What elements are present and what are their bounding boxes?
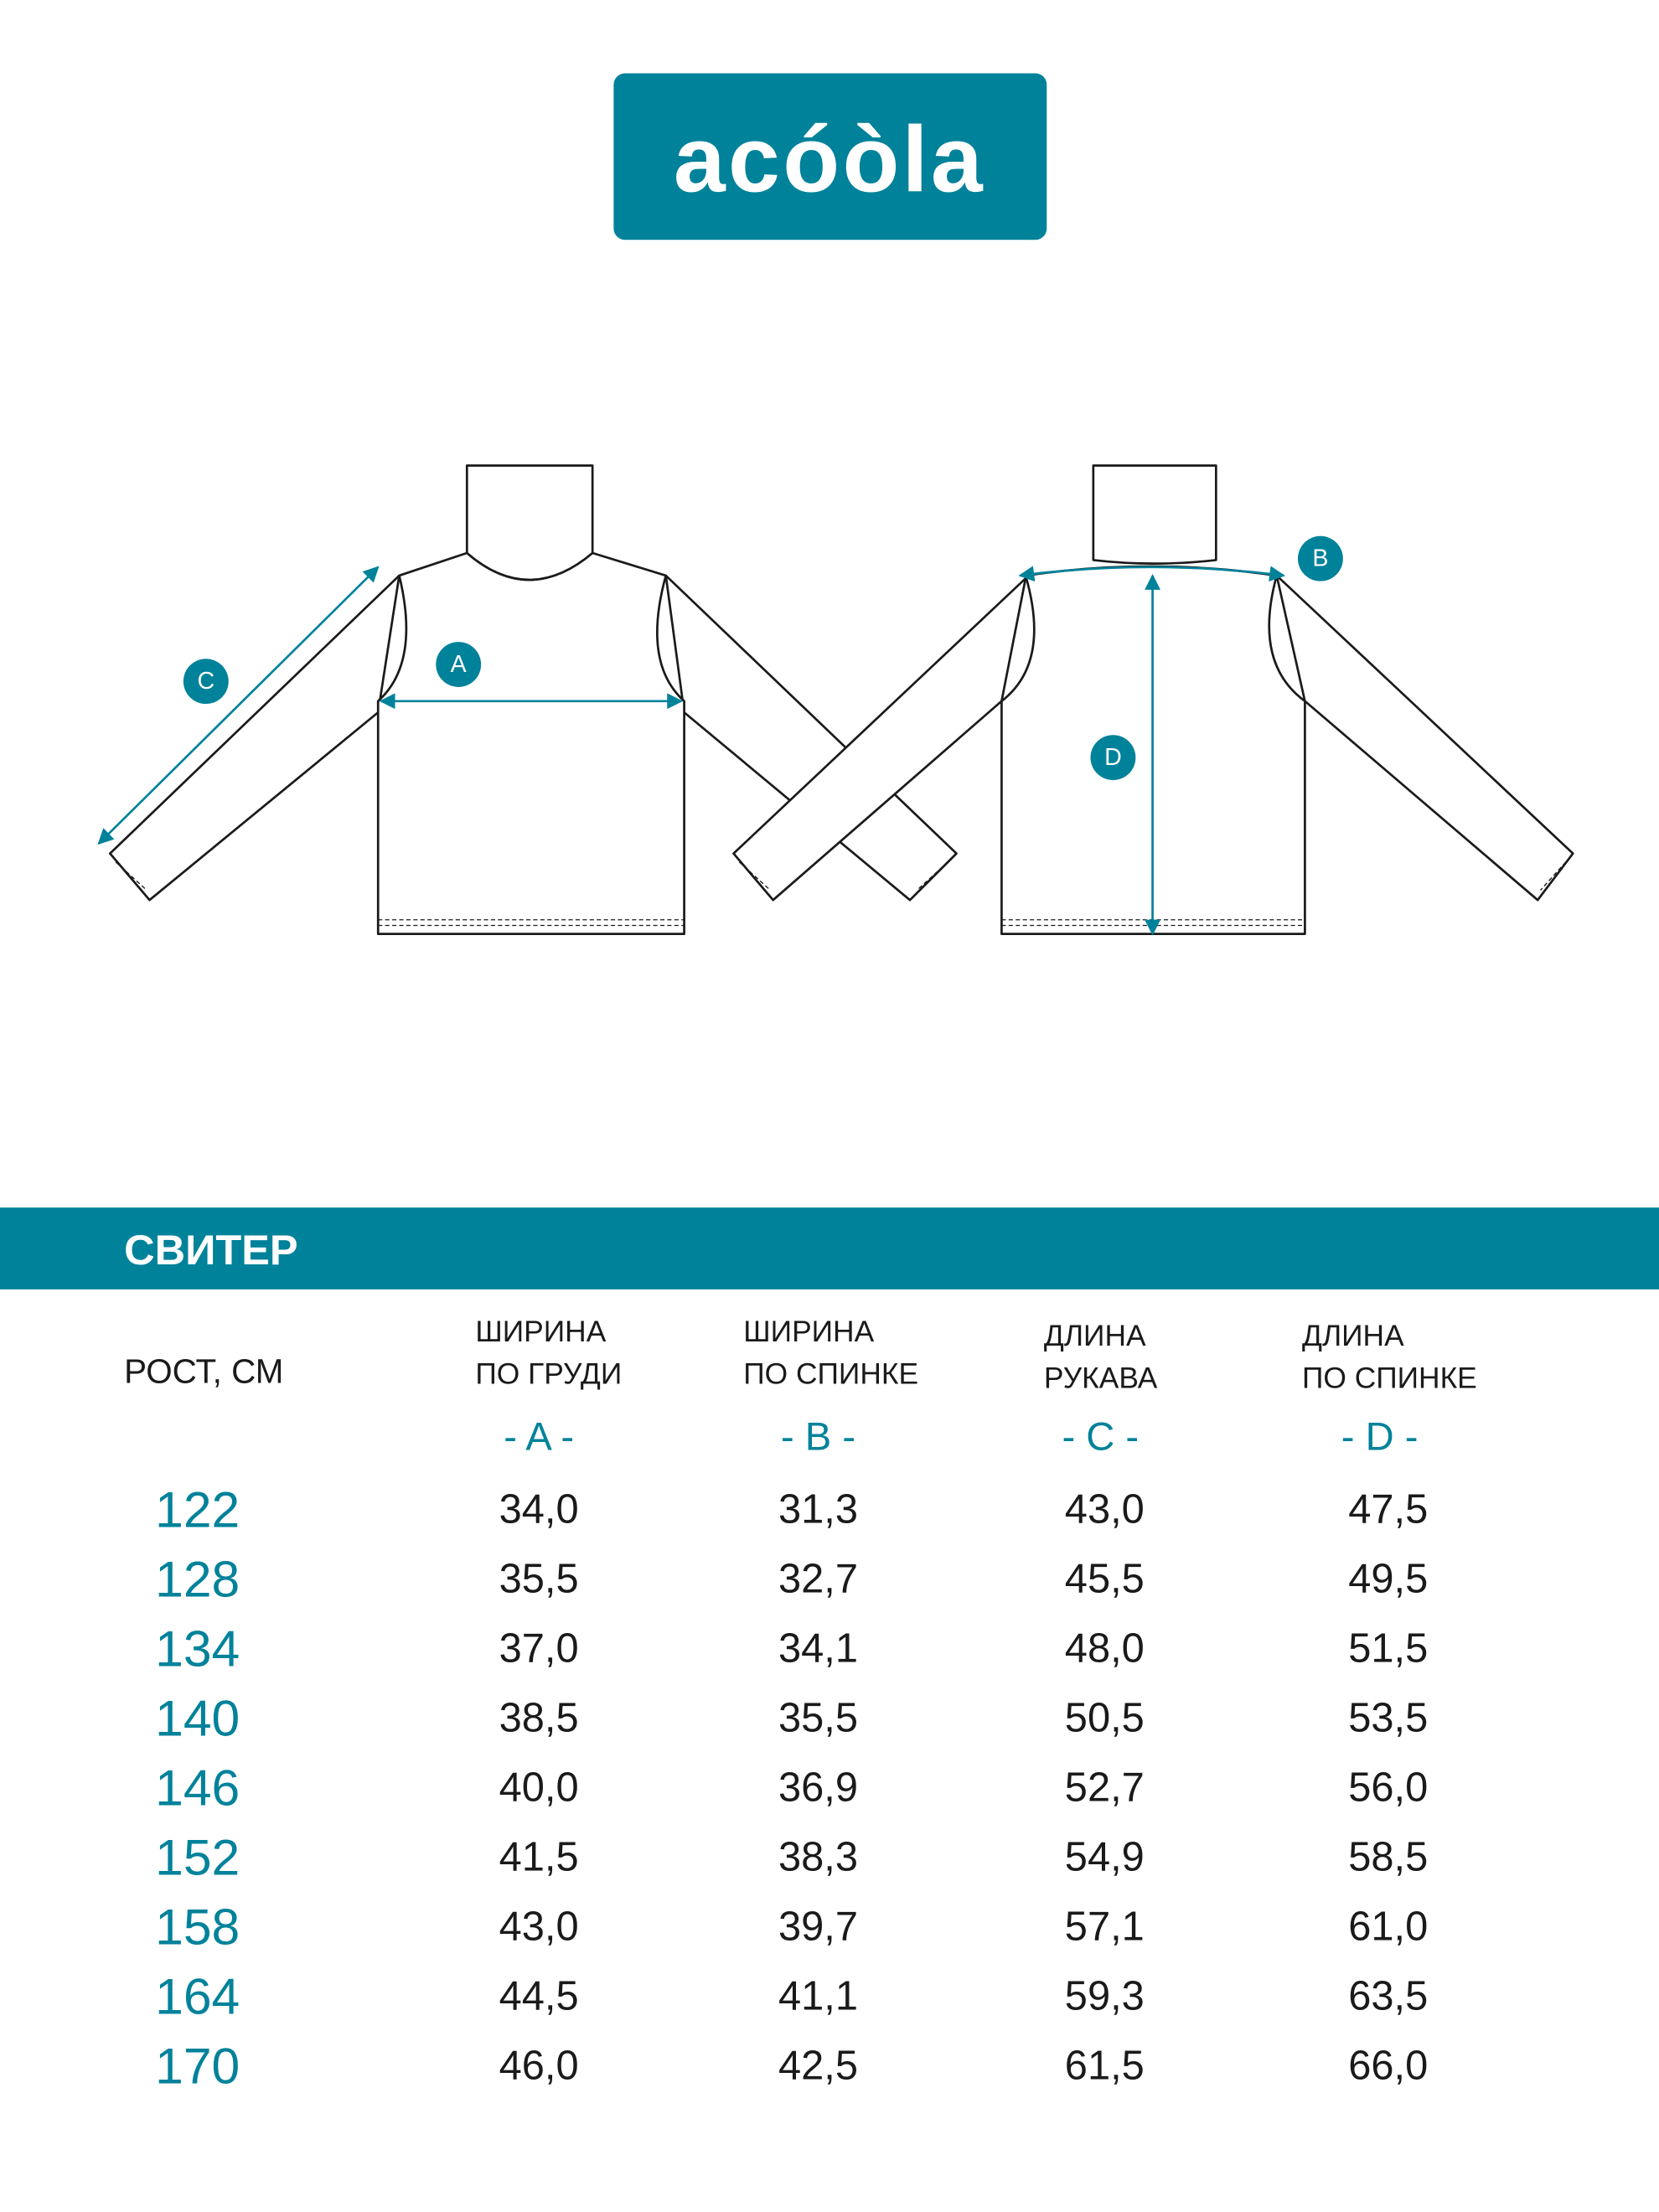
value-cell: 61,0 (1348, 1904, 1428, 1950)
column-letter: - B - (781, 1414, 855, 1458)
value-cell: 49,5 (1348, 1557, 1428, 1602)
body (376, 551, 685, 935)
value-cell: 35,5 (778, 1696, 858, 1741)
column-header: ПО СПИНКЕ (743, 1357, 918, 1390)
value-cell: 57,1 (1065, 1904, 1145, 1950)
column-header: ДЛИНА (1044, 1320, 1146, 1352)
value-cell: 66,0 (1348, 2044, 1428, 2089)
label-b: B (1312, 545, 1328, 572)
value-cell: 43,0 (1065, 1487, 1145, 1532)
value-cell: 47,5 (1348, 1487, 1428, 1532)
column-header: ДЛИНА (1302, 1320, 1404, 1352)
value-cell: 52,7 (1065, 1765, 1145, 1811)
size-table: ШИРИНА ПО ГРУДИ - A - ШИРИНА ПО СПИНКЕ - B - Д… (155, 1315, 1477, 2095)
value-cell: 42,5 (778, 2044, 858, 2089)
value-cell: 37,0 (499, 1626, 579, 1672)
value-cell: 58,5 (1348, 1835, 1428, 1880)
title-band (0, 1207, 1659, 1289)
collar (1092, 464, 1217, 565)
value-cell: 31,3 (778, 1487, 858, 1532)
measure-c (97, 566, 380, 845)
height-cell: 158 (155, 1899, 240, 1956)
height-cell: 152 (155, 1829, 240, 1886)
value-cell: 38,3 (778, 1835, 858, 1880)
height-cell: 170 (155, 2038, 240, 2095)
value-cell: 35,5 (499, 1557, 579, 1602)
badge-b (1297, 535, 1343, 581)
value-cell: 43,0 (499, 1904, 579, 1950)
value-cell: 41,1 (778, 1974, 858, 2019)
label-c: C (197, 668, 214, 695)
badge-c (183, 659, 229, 705)
column-letter: - C - (1062, 1414, 1139, 1458)
height-header: РОСТ, СМ (124, 1352, 283, 1391)
value-cell: 34,1 (778, 1626, 858, 1672)
measure-b (1018, 566, 1286, 582)
logo-box (613, 73, 1047, 240)
value-cell: 53,5 (1348, 1696, 1428, 1741)
value-cell: 61,5 (1065, 2044, 1145, 2089)
value-cell: 36,9 (778, 1765, 858, 1811)
height-cell: 128 (155, 1551, 240, 1608)
value-cell: 45,5 (1065, 1557, 1145, 1602)
height-cell: 122 (155, 1481, 240, 1538)
value-cell: 51,5 (1348, 1626, 1428, 1672)
column-letter: - A - (504, 1414, 574, 1458)
column-header: РУКАВА (1044, 1362, 1158, 1394)
left-sleeve (732, 576, 1027, 902)
value-cell: 39,7 (778, 1904, 858, 1950)
table-title: СВИТЕР (124, 1226, 297, 1274)
height-cell: 140 (155, 1690, 240, 1747)
value-cell: 34,0 (499, 1487, 579, 1532)
measurements: A C B D (97, 535, 1343, 936)
badge-d (1090, 735, 1136, 781)
value-cell: 54,9 (1065, 1835, 1145, 1880)
logo-text: acóòla (674, 107, 985, 212)
badge-a (436, 642, 482, 687)
height-cell: 134 (155, 1620, 240, 1677)
column-header: ПО СПИНКЕ (1302, 1362, 1477, 1394)
value-cell: 63,5 (1348, 1974, 1428, 2019)
value-cell: 40,0 (499, 1765, 579, 1811)
value-cell: 41,5 (499, 1835, 579, 1880)
column-header: ШИРИНА (475, 1315, 606, 1348)
value-cell: 59,3 (1065, 1974, 1145, 2019)
logo: acóòla (613, 73, 1047, 240)
column-header: ШИРИНА (743, 1315, 874, 1348)
collar (465, 464, 594, 581)
label-a: A (451, 651, 468, 678)
value-cell: 38,5 (499, 1696, 579, 1741)
value-cell: 46,0 (499, 2044, 579, 2089)
right-sleeve (1275, 574, 1574, 902)
height-cell: 146 (155, 1760, 240, 1817)
value-cell: 32,7 (778, 1557, 858, 1602)
column-header: ПО ГРУДИ (475, 1357, 622, 1390)
column-letter: - D - (1341, 1414, 1419, 1458)
value-cell: 44,5 (499, 1974, 579, 2019)
value-cell: 50,5 (1065, 1696, 1145, 1741)
value-cell: 56,0 (1348, 1765, 1428, 1811)
label-d: D (1104, 744, 1122, 771)
value-cell: 48,0 (1065, 1626, 1145, 1672)
height-cell: 164 (155, 1968, 240, 2025)
